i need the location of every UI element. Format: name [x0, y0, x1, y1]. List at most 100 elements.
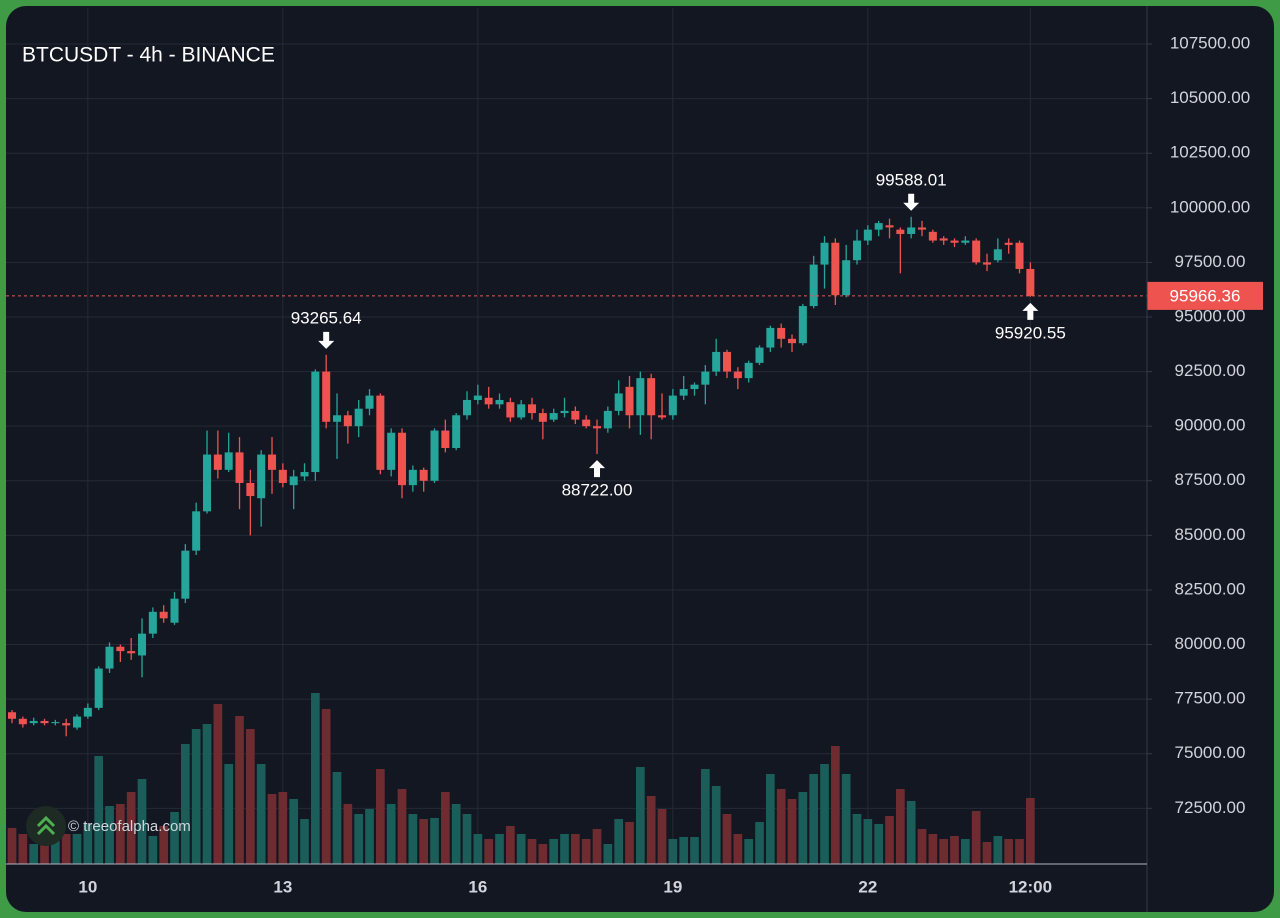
volume-bar [625, 822, 634, 864]
candle-body [679, 389, 688, 396]
volume-bar [332, 772, 342, 864]
volume-bar [831, 746, 840, 864]
y-tick-label: 80000.00 [1175, 634, 1246, 653]
volume-bar [191, 729, 201, 864]
y-tick-label: 105000.00 [1170, 88, 1250, 107]
candle-body [213, 454, 222, 470]
x-tick-label: 16 [468, 877, 487, 896]
candle-body [983, 262, 992, 265]
volume-bar [560, 834, 569, 864]
candle-body [690, 384, 699, 390]
candle-body [419, 469, 428, 481]
candle-body [582, 419, 591, 427]
candle-body [1015, 242, 1024, 269]
candle-body [798, 306, 807, 344]
volume-bar [94, 756, 104, 864]
candle-body [51, 722, 60, 724]
candle-body [116, 646, 125, 652]
volume-bar [711, 786, 721, 864]
volume-bar [365, 809, 374, 864]
candle-body [636, 378, 645, 416]
volume-bar [841, 774, 851, 864]
volume-bar [137, 779, 147, 864]
candle-body [224, 452, 233, 470]
volume-bar [755, 822, 764, 864]
candle-body [733, 371, 742, 379]
volume-bar [354, 814, 364, 864]
candle-body [473, 395, 482, 400]
volume-bar [18, 834, 28, 864]
volume-bar [668, 839, 678, 864]
candle-body [701, 371, 710, 385]
volume-bar [527, 839, 537, 864]
volume-bar [516, 834, 526, 864]
volume-bar [809, 774, 819, 864]
volume-bar [1026, 798, 1035, 864]
candle-body [517, 404, 526, 418]
volume-bar [170, 812, 179, 864]
volume-bar [701, 769, 710, 864]
volume-bar [181, 744, 190, 864]
candle-body [625, 386, 634, 416]
candle-body [723, 351, 732, 372]
candle-body [333, 415, 342, 422]
volume-bar [419, 819, 429, 864]
volume-bar [311, 693, 320, 864]
volume-bar [581, 839, 591, 864]
y-tick-label: 100000.00 [1170, 197, 1250, 216]
candle-body [441, 430, 450, 449]
candle-body [159, 611, 168, 619]
volume-bar [982, 842, 992, 864]
candle-body [571, 410, 580, 420]
candle-body [18, 718, 27, 725]
volume-bar [83, 824, 93, 864]
volume-bar [657, 809, 667, 864]
candle-body [343, 415, 352, 427]
volume-bar [105, 806, 114, 864]
volume-bar [289, 799, 299, 864]
candle-body [105, 646, 114, 669]
candle-body [376, 395, 385, 470]
candle-body [972, 240, 981, 263]
logo-mark [36, 815, 56, 836]
last-price-box [1147, 281, 1263, 310]
grid: 72500.00 75000.00 77500.00 80000.00 82500.00… [6, 8, 1250, 896]
volume-bar [72, 834, 82, 864]
y-tick-label: 77500.00 [1175, 689, 1246, 708]
volume-bar [690, 837, 699, 864]
candle-body [863, 229, 872, 241]
candle-body [918, 227, 927, 230]
volume-bar [538, 844, 548, 864]
overlay-layer: 95966.36 93265.64 88722.00 99588.01 95920.55 [6, 170, 1263, 500]
volume-bar [213, 704, 223, 864]
candle-body [842, 260, 851, 296]
volume-bar [235, 716, 244, 864]
y-tick-label: 102500.00 [1170, 143, 1250, 162]
volume-bar [267, 794, 277, 864]
volume-bar [148, 836, 158, 864]
volume-bar [885, 816, 894, 864]
candle-body [452, 415, 461, 449]
candle-body [387, 432, 396, 470]
candle-body [853, 240, 862, 261]
volume-bar [116, 804, 125, 864]
volume-bar [451, 804, 461, 864]
y-tick-label: 85000.00 [1175, 525, 1246, 544]
candle-body [300, 472, 309, 477]
annotation-arrow [1022, 302, 1039, 320]
candle-body [365, 395, 374, 409]
y-tick-label: 75000.00 [1175, 743, 1246, 762]
volume-bar [462, 814, 472, 864]
candle-body [766, 327, 775, 348]
candle-body [246, 482, 255, 497]
candle-body [311, 371, 320, 473]
candle-body [885, 225, 894, 228]
volume-bar [484, 839, 494, 864]
chart-background [6, 6, 1274, 912]
volume-bar [202, 724, 212, 864]
candle-body [94, 668, 103, 708]
candle-body [538, 413, 547, 422]
x-tick-label: 13 [273, 877, 292, 896]
volume-bar [766, 774, 775, 864]
